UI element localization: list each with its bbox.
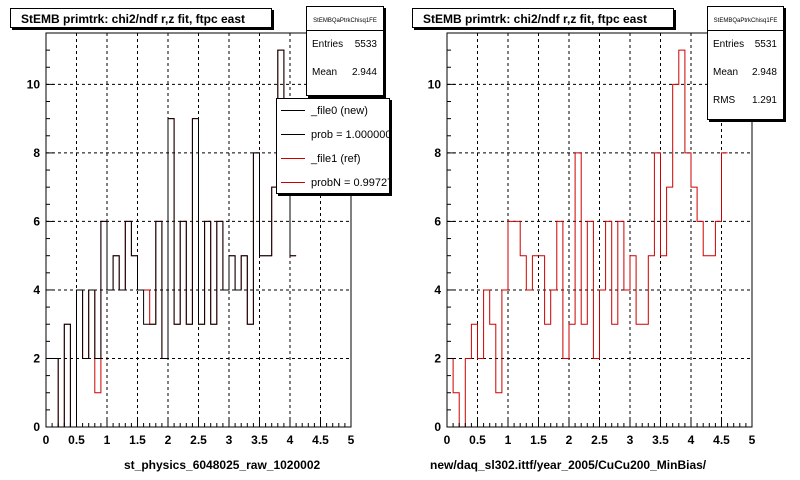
x-tick-label: 3 [627, 433, 634, 447]
stats-value: 2.948 [751, 67, 777, 78]
stats-label: Entries [312, 39, 344, 50]
x-tick-label: 1 [505, 433, 512, 447]
histogram-series [46, 49, 297, 428]
stats-row-mean: Mean 2.944 [307, 59, 383, 87]
legend-item-probn: probN = 0.997277 [277, 171, 389, 193]
legend-label: _file0 (new) [311, 105, 368, 117]
x-axis-label: st_physics_6048025_raw_1020002 [124, 458, 321, 472]
x-tick-label: 0 [43, 433, 50, 447]
legend-label: probN = 0.997277 [311, 177, 389, 189]
stats-value: 2.944 [351, 67, 377, 78]
stats-box: StEMBQaPtrkChisq1FE Entries 5533 Mean 2.… [306, 6, 384, 96]
legend: _file0 (new) prob = 1.000000 _file1 (ref… [276, 98, 390, 194]
y-tick-label: 6 [434, 214, 441, 228]
panel-title: StEMB primtrk: chi2/ndf r,z fit, ftpc ea… [412, 8, 674, 28]
x-tick-label: 3.5 [251, 433, 268, 447]
y-tick-label: 8 [33, 146, 40, 160]
x-tick-label: 5 [348, 433, 355, 447]
stats-name: StEMBQaPtrkChisq1FE [708, 7, 783, 31]
y-tick-label: 6 [33, 214, 40, 228]
x-tick-label: 5 [749, 433, 756, 447]
legend-swatch [281, 158, 305, 159]
y-tick-label: 4 [434, 283, 441, 297]
stats-label: Mean [312, 67, 338, 78]
stats-row-rms: RMS 1.291 [708, 87, 783, 115]
legend-swatch [281, 110, 305, 111]
y-tick-label: 8 [434, 146, 441, 160]
x-tick-label: 2.5 [190, 433, 207, 447]
stats-value: 1.291 [751, 95, 777, 106]
legend-item-file1: _file1 (ref) [277, 147, 389, 171]
x-tick-label: 3.5 [652, 433, 669, 447]
x-tick-label: 4.5 [713, 433, 730, 447]
x-tick-label: 4 [688, 433, 695, 447]
histogram-panel-right: 0 0.5 1 1.5 2 2.5 3 3.5 4 4.5 5 0 2 4 6 8 10 [428, 32, 756, 447]
panel-title: StEMB primtrk: chi2/ndf r,z fit, ftpc ea… [10, 8, 272, 28]
x-axis-label: new/daq_sl302.ittf/year_2005/CuCu200_Min… [430, 458, 707, 472]
x-tick-label: 1 [104, 433, 111, 447]
stats-label: Entries [713, 39, 745, 50]
histogram-series [46, 49, 297, 428]
stats-row-entries: Entries 5531 [708, 31, 783, 59]
y-tick-label: 0 [434, 420, 441, 434]
x-tick-label: 4 [287, 433, 294, 447]
legend-swatch [281, 134, 305, 135]
x-tick-label: 4.5 [312, 433, 329, 447]
x-tick-label: 0 [444, 433, 451, 447]
y-tick-label: 0 [33, 420, 40, 434]
y-tick-label: 10 [27, 77, 41, 91]
x-tick-label: 1.5 [530, 433, 547, 447]
x-tick-label: 2 [165, 433, 172, 447]
x-tick-label: 0.5 [68, 433, 85, 447]
stats-name: StEMBQaPtrkChisq1FE [307, 7, 383, 31]
stats-value: 5533 [354, 39, 377, 50]
stats-row-entries: Entries 5533 [307, 31, 383, 59]
histogram-panel-left: 0 0.5 1 1.5 2 2.5 3 3.5 4 4.5 5 0 2 4 6 8 10 [27, 32, 355, 447]
y-tick-label: 10 [428, 77, 442, 91]
legend-item-prob: prob = 1.000000 [277, 123, 389, 147]
legend-swatch [281, 182, 305, 183]
legend-label: prob = 1.000000 [311, 129, 390, 141]
stats-box: StEMBQaPtrkChisq1FE Entries 5531 Mean 2.… [707, 6, 784, 120]
histogram-series [447, 49, 728, 428]
x-tick-label: 3 [226, 433, 233, 447]
x-tick-label: 0.5 [469, 433, 486, 447]
x-tick-label: 2.5 [591, 433, 608, 447]
y-tick-label: 2 [434, 351, 441, 365]
x-tick-label: 1.5 [129, 433, 146, 447]
stats-value: 5531 [754, 39, 777, 50]
y-tick-label: 4 [33, 283, 40, 297]
legend-item-file0: _file0 (new) [277, 99, 389, 123]
stats-label: Mean [713, 67, 739, 78]
y-tick-label: 2 [33, 351, 40, 365]
stats-label: RMS [713, 95, 736, 106]
stats-row-mean: Mean 2.948 [708, 59, 783, 87]
legend-label: _file1 (ref) [311, 153, 361, 165]
x-tick-label: 2 [566, 433, 573, 447]
